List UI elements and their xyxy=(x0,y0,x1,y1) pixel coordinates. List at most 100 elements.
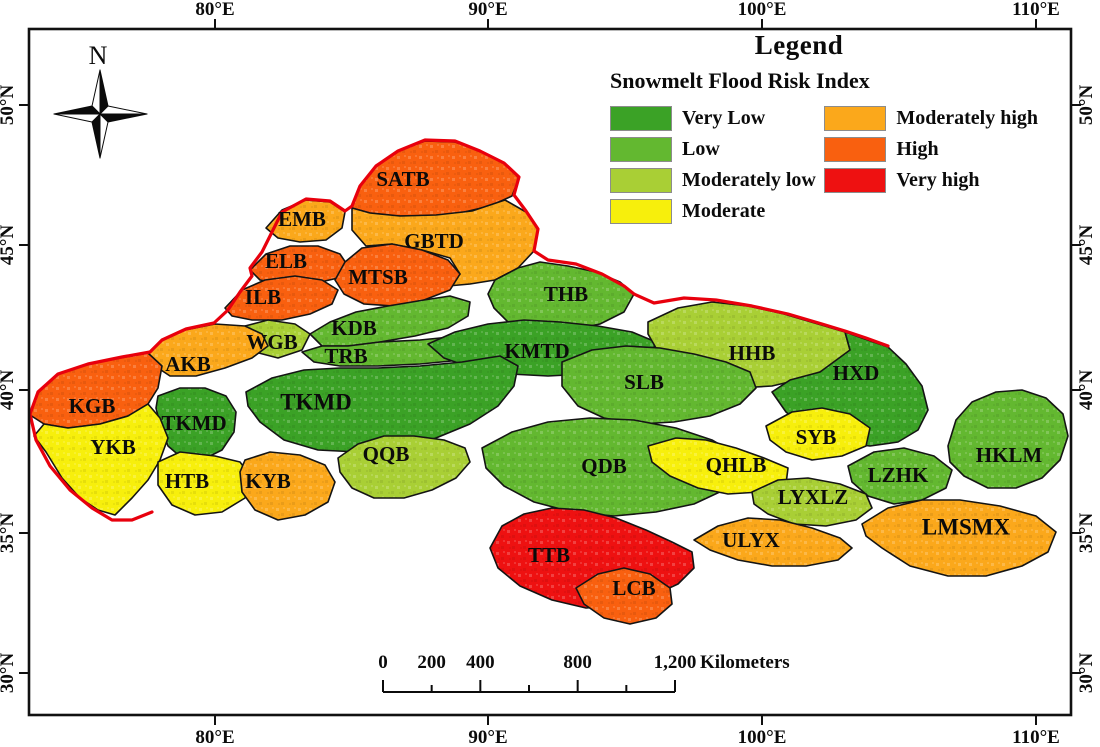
legend-column-left: Very Low Low Moderately low Moderate xyxy=(610,106,824,224)
label-bottom-80°E: 80°E xyxy=(195,727,234,747)
basin-label-LCB: LCB xyxy=(612,576,655,600)
label-left-35°N: 35°N xyxy=(0,513,18,554)
legend-item-veryhigh: Very high xyxy=(824,168,1038,193)
basin-polygons xyxy=(29,140,1069,625)
basin-texture-ULYX xyxy=(694,518,852,566)
basin-label-LMSMX: LMSMX xyxy=(922,514,1011,539)
basin-label-AKB: AKB xyxy=(165,352,211,376)
basin-border-LMSMX xyxy=(861,499,1057,577)
legend-title: Legend xyxy=(754,30,844,60)
basin-texture-QHLB xyxy=(648,438,788,494)
basin-label-TRB: TRB xyxy=(324,344,367,368)
basin-label-QHLB: QHLB xyxy=(706,453,767,477)
basin-texture-TKMD xyxy=(246,356,518,452)
scalebar-label-0: 0 xyxy=(378,652,388,673)
basin-label-KYB: KYB xyxy=(245,469,291,493)
compass-star-segment-6 xyxy=(53,113,101,123)
label-top-110°E: 110°E xyxy=(1012,0,1060,20)
compass-rose: N xyxy=(53,41,148,159)
basin-texture-KGB xyxy=(30,353,162,428)
basin-label-HTB: HTB xyxy=(165,469,209,493)
basin-texture-THB xyxy=(488,262,634,332)
compass-star-segment-7 xyxy=(53,105,101,115)
basin-border-MTSB xyxy=(334,243,461,307)
map-border-rect xyxy=(27,27,1073,717)
basin-border-SYB xyxy=(765,407,871,461)
legend-item-modlow: Moderately low xyxy=(610,168,824,193)
basin-border-QQB xyxy=(337,435,471,499)
legend-label-high: High xyxy=(896,138,939,160)
basin-label-ULYX: ULYX xyxy=(722,528,780,552)
scalebar-label-1200: 1,200 xyxy=(654,652,697,673)
label-left-45°N: 45°N xyxy=(0,225,18,266)
label-right-50°N: 50°N xyxy=(1076,85,1097,126)
basin-label-WGB: WGB xyxy=(246,330,297,354)
basin-border-KYB xyxy=(239,451,336,521)
legend-subtitle: Snowmelt Flood Risk Index xyxy=(610,68,870,93)
legend-column-right: Moderately high High Very high xyxy=(824,106,1038,224)
basin-texture-SLB xyxy=(562,346,756,424)
compass-north-label: N xyxy=(89,41,108,70)
label-left-30°N: 30°N xyxy=(0,653,18,694)
basin-border-LZHK xyxy=(847,447,953,505)
basin-texture-ILB xyxy=(225,276,338,320)
basin-border-SLB xyxy=(561,345,757,425)
basin-label-GBTD: GBTD xyxy=(404,229,464,253)
basin-texture-GBTD xyxy=(352,200,538,286)
scalebar-label-200: 200 xyxy=(417,652,446,673)
basin-border-HTB xyxy=(157,451,253,516)
label-bottom-100°E: 100°E xyxy=(738,727,787,747)
legend-swatch-modhigh xyxy=(824,106,887,131)
basin-label-KDB: KDB xyxy=(331,316,377,340)
basin-texture-YKB xyxy=(34,404,168,515)
basin-texture-KDB xyxy=(310,296,470,346)
map-frame xyxy=(27,27,1073,717)
basin-texture-HKLM xyxy=(948,390,1068,488)
basin-label-HHB: HHB xyxy=(729,341,776,365)
basin-label-MTSB: MTSB xyxy=(348,265,408,289)
basin-border-ILB xyxy=(224,275,339,321)
basin-texture-SYB xyxy=(766,408,870,460)
basin-border-TTB xyxy=(489,507,695,609)
basin-texture-SATB xyxy=(352,141,519,216)
basin-texture-HTB xyxy=(158,452,252,515)
legend-label-moderate: Moderate xyxy=(682,200,766,222)
label-left-40°N: 40°N xyxy=(0,370,18,411)
basin-label-TKMD_W: TKMD xyxy=(161,411,226,435)
legend-label-veryhigh: Very high xyxy=(896,169,980,191)
label-right-40°N: 40°N xyxy=(1076,370,1097,411)
basin-label-TTB: TTB xyxy=(528,543,570,567)
basin-label-HKLM: HKLM xyxy=(976,443,1043,467)
label-right-45°N: 45°N xyxy=(1076,225,1097,266)
legend-item-modhigh: Moderately high xyxy=(824,106,1038,131)
legend-grid: Very Low Low Moderately low Moderate Modera… xyxy=(610,106,1038,224)
label-left-50°N: 50°N xyxy=(0,85,18,126)
label-bottom-110°E: 110°E xyxy=(1012,727,1060,747)
basin-label-QDB: QDB xyxy=(581,454,627,478)
basin-border-LYXLZ xyxy=(751,477,873,527)
legend-label-modhigh: Moderately high xyxy=(896,107,1038,129)
study-area-boundary xyxy=(28,138,890,522)
basin-label-KMTD: KMTD xyxy=(504,339,569,363)
basin-label-QQB: QQB xyxy=(363,442,410,466)
basin-label-LZHK: LZHK xyxy=(868,463,929,487)
basin-texture-TKMD_W xyxy=(156,388,236,460)
label-top-90°E: 90°E xyxy=(468,0,507,20)
basin-label-SYB: SYB xyxy=(796,425,837,449)
basin-label-ELB: ELB xyxy=(265,249,307,273)
legend-item-moderate: Moderate xyxy=(610,199,824,224)
legend-swatch-verylow xyxy=(610,106,672,131)
basin-labels: SATB EMB GBTD ELB MTSB ILB THB KDB WGB TRB KMTD HHB… xyxy=(69,167,1043,600)
basin-texture-LMSMX xyxy=(862,500,1056,576)
compass-star-segment-4 xyxy=(99,113,109,159)
basin-border-TKMD xyxy=(245,355,519,453)
basin-label-SATB: SATB xyxy=(376,167,429,191)
legend-item-verylow: Very Low xyxy=(610,106,824,131)
scalebar-label-800: 800 xyxy=(563,652,592,673)
basin-label-HXD: HXD xyxy=(833,361,880,385)
basin-texture-QQB xyxy=(338,436,470,498)
basin-label-LYXLZ: LYXLZ xyxy=(778,485,848,509)
legend-label-verylow: Very Low xyxy=(682,107,766,129)
legend-item-low: Low xyxy=(610,137,824,162)
basin-border-ULYX xyxy=(693,517,853,567)
